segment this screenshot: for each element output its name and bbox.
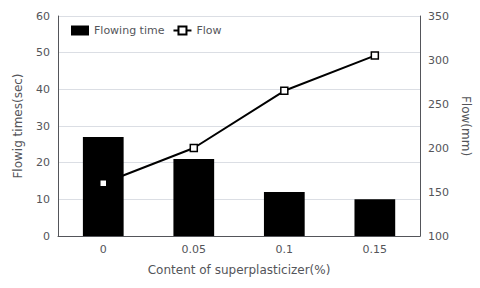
svg-text:30: 30 [36, 120, 50, 133]
svg-text:Flowing time: Flowing time [94, 24, 165, 37]
svg-text:300: 300 [428, 54, 449, 67]
svg-text:Content of superplasticizer(%): Content of superplasticizer(%) [148, 263, 331, 277]
svg-text:0: 0 [100, 243, 107, 256]
svg-text:40: 40 [36, 83, 50, 96]
svg-text:150: 150 [428, 186, 449, 199]
svg-text:Flow: Flow [196, 24, 221, 37]
svg-text:0: 0 [43, 230, 50, 243]
svg-text:350: 350 [428, 10, 449, 23]
svg-text:50: 50 [36, 46, 50, 59]
svg-text:0.05: 0.05 [182, 243, 207, 256]
svg-text:0.1: 0.1 [276, 243, 294, 256]
svg-text:10: 10 [36, 193, 50, 206]
svg-text:250: 250 [428, 98, 449, 111]
svg-text:0.15: 0.15 [363, 243, 388, 256]
svg-text:Flow(mm): Flow(mm) [459, 96, 473, 156]
svg-text:60: 60 [36, 10, 50, 23]
svg-text:100: 100 [428, 230, 449, 243]
svg-text:20: 20 [36, 156, 50, 169]
svg-text:200: 200 [428, 142, 449, 155]
svg-text:Flowig times(sec): Flowig times(sec) [11, 73, 25, 178]
